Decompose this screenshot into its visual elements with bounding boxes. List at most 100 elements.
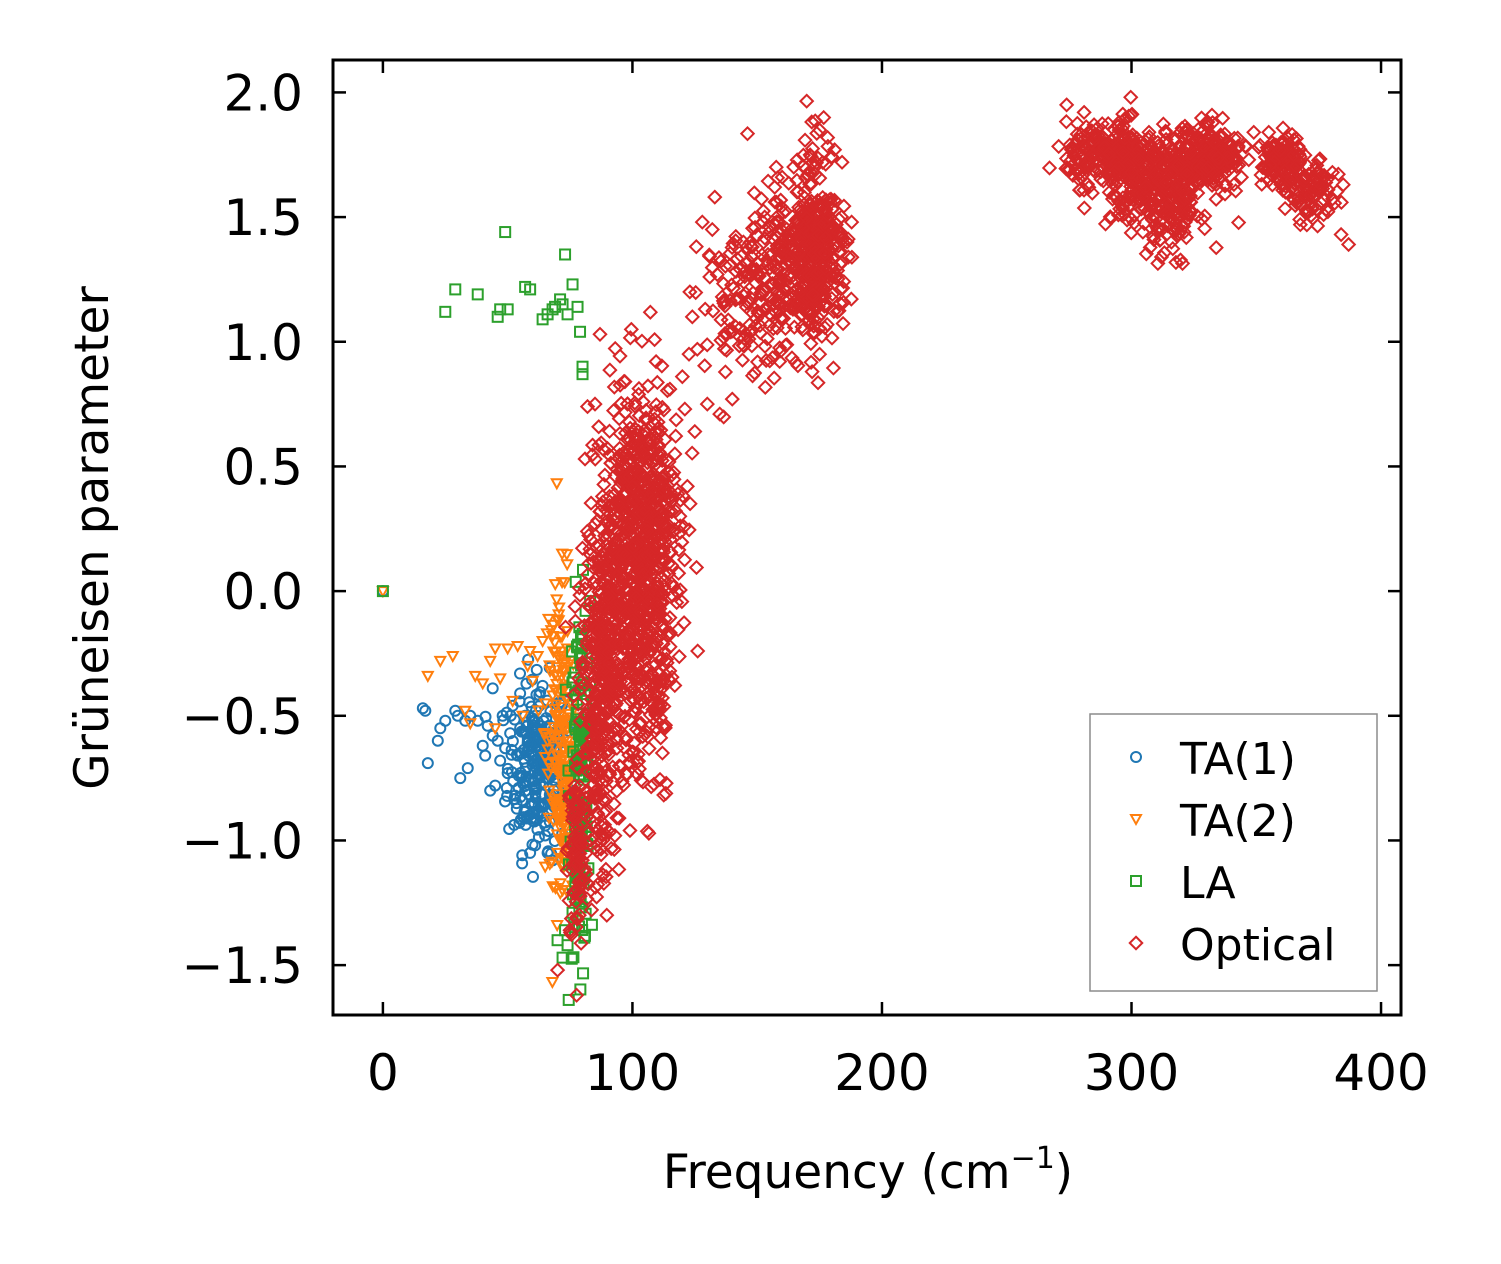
data-point (1200, 159, 1216, 175)
data-point (1259, 139, 1275, 156)
data-point (1179, 167, 1195, 183)
data-point (505, 695, 520, 708)
data-point (688, 238, 704, 255)
data-point (824, 240, 841, 257)
data-point (646, 331, 663, 348)
data-point (538, 752, 552, 765)
data-point (594, 826, 610, 842)
data-point (1058, 97, 1075, 113)
data-point (1111, 114, 1127, 131)
data-point (1063, 141, 1080, 158)
data-point (788, 354, 804, 371)
data-point (1261, 124, 1277, 140)
data-point (1182, 138, 1199, 154)
data-point (647, 688, 663, 704)
data-point (449, 283, 462, 296)
data-point (785, 260, 801, 276)
data-point (594, 707, 610, 723)
legend-box (1089, 713, 1378, 992)
data-point (593, 672, 609, 689)
data-point (699, 396, 715, 412)
data-point (639, 685, 655, 702)
data-point (549, 962, 566, 978)
data-point (796, 302, 812, 318)
data-point (820, 208, 837, 224)
data-point (671, 648, 687, 665)
data-point (608, 452, 625, 469)
data-point (1090, 141, 1106, 157)
data-point (649, 596, 665, 613)
data-point (546, 881, 560, 894)
data-point (454, 772, 467, 785)
data-point (648, 656, 664, 672)
data-point (639, 455, 656, 471)
data-point (529, 839, 542, 852)
data-point (1217, 186, 1233, 202)
data-point (634, 467, 650, 484)
x-tick-label: 400 (1333, 1044, 1428, 1102)
data-point (1172, 252, 1189, 268)
data-point (776, 281, 793, 297)
data-point (545, 630, 560, 644)
data-point (654, 680, 670, 697)
data-point (640, 590, 657, 607)
data-point (612, 596, 629, 612)
data-point (1219, 149, 1236, 165)
data-point (617, 373, 633, 390)
data-point (643, 430, 659, 447)
data-point (767, 194, 783, 210)
data-point (606, 796, 622, 812)
data-point (593, 573, 609, 589)
data-point (648, 353, 664, 370)
data-point (701, 247, 717, 263)
data-point (1093, 164, 1109, 180)
x-tick-label: 200 (834, 1044, 929, 1102)
data-point (555, 776, 569, 789)
data-point (556, 743, 570, 756)
data-point (702, 269, 718, 285)
data-point (648, 451, 665, 468)
data-point (514, 766, 527, 779)
data-point (775, 240, 791, 257)
data-point (539, 829, 552, 842)
data-point (654, 358, 670, 374)
data-point (663, 575, 679, 591)
legend-marker-optical (1128, 935, 1144, 951)
data-point (668, 412, 684, 428)
data-point (795, 158, 811, 174)
data-point (570, 850, 587, 866)
data-point (833, 209, 850, 225)
data-point (843, 291, 859, 307)
data-point (553, 631, 567, 644)
data-point (591, 419, 607, 435)
data-point (558, 822, 572, 836)
data-point (553, 878, 568, 891)
data-point (505, 748, 518, 761)
data-point (649, 374, 665, 391)
data-point (589, 786, 605, 802)
data-point (654, 745, 671, 761)
data-point (488, 723, 502, 736)
data-point (421, 757, 434, 770)
data-point (580, 596, 596, 613)
data-point (583, 495, 599, 511)
data-point (1298, 169, 1314, 185)
data-point (587, 396, 603, 412)
data-point (1105, 187, 1122, 204)
data-point (650, 648, 667, 664)
data-point (600, 590, 617, 606)
data-point (610, 480, 626, 496)
data-point (619, 396, 636, 412)
data-point (566, 278, 579, 291)
data-point (809, 192, 826, 209)
data-point (684, 445, 700, 461)
data-point (489, 779, 502, 792)
data-point (561, 939, 574, 952)
data-point (833, 224, 849, 241)
data-point (810, 375, 826, 391)
data-point (1241, 152, 1257, 168)
data-point (1267, 147, 1284, 164)
data-point (766, 370, 782, 386)
data-point (1193, 172, 1209, 188)
data-point (591, 719, 607, 735)
